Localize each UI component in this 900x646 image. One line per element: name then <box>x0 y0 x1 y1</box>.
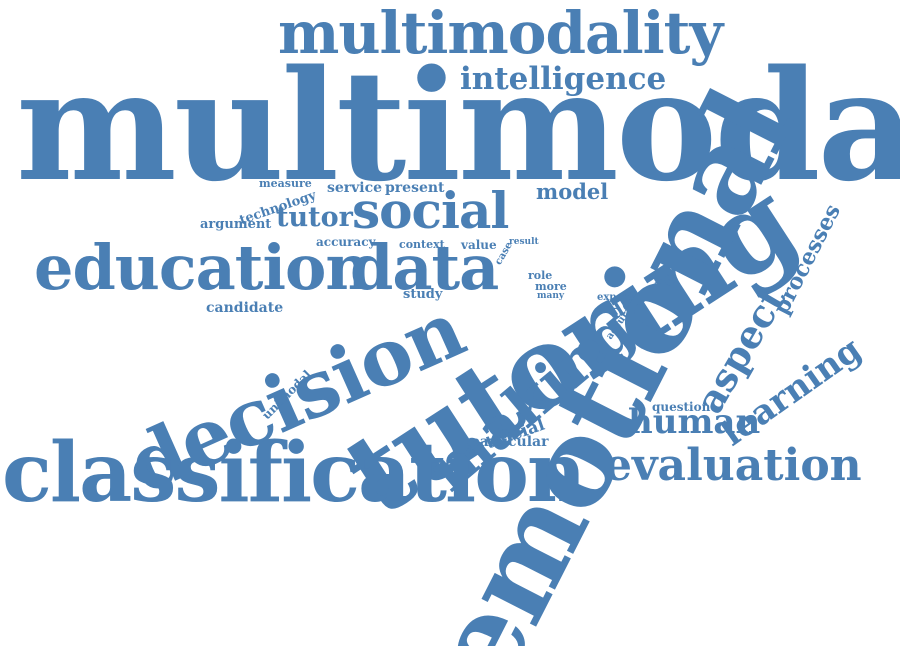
word-tutor: tutor <box>276 202 353 233</box>
word-evaluation: evaluation <box>604 440 862 491</box>
word-many: many <box>537 291 565 301</box>
word-classification: classification <box>2 425 587 521</box>
word-context: context <box>399 238 445 251</box>
word-candidate: candidate <box>206 300 284 316</box>
word-particular: particular <box>470 434 549 450</box>
word-measure: measure <box>259 177 312 190</box>
word-argument: argument <box>200 217 272 232</box>
word-human: human <box>628 402 761 442</box>
word-accuracy: accuracy <box>316 235 376 249</box>
word-multimodality: multimodality <box>278 0 723 67</box>
word-expert: expert <box>597 292 633 303</box>
word-value: value <box>461 238 497 252</box>
word-more: more <box>535 280 567 293</box>
word-question: question <box>652 400 711 414</box>
word-study: study <box>403 287 443 302</box>
word-service: service <box>327 180 383 196</box>
word-data: data <box>350 231 499 304</box>
word-present: present <box>385 180 445 196</box>
word-intelligence: intelligence <box>460 61 667 97</box>
word-result: result <box>509 237 539 247</box>
word-role: role <box>528 269 553 282</box>
word-multimodal: multimodal <box>16 36 900 215</box>
word-model: model <box>536 179 609 204</box>
word-social: social <box>352 181 509 240</box>
word-education: education <box>34 231 370 304</box>
